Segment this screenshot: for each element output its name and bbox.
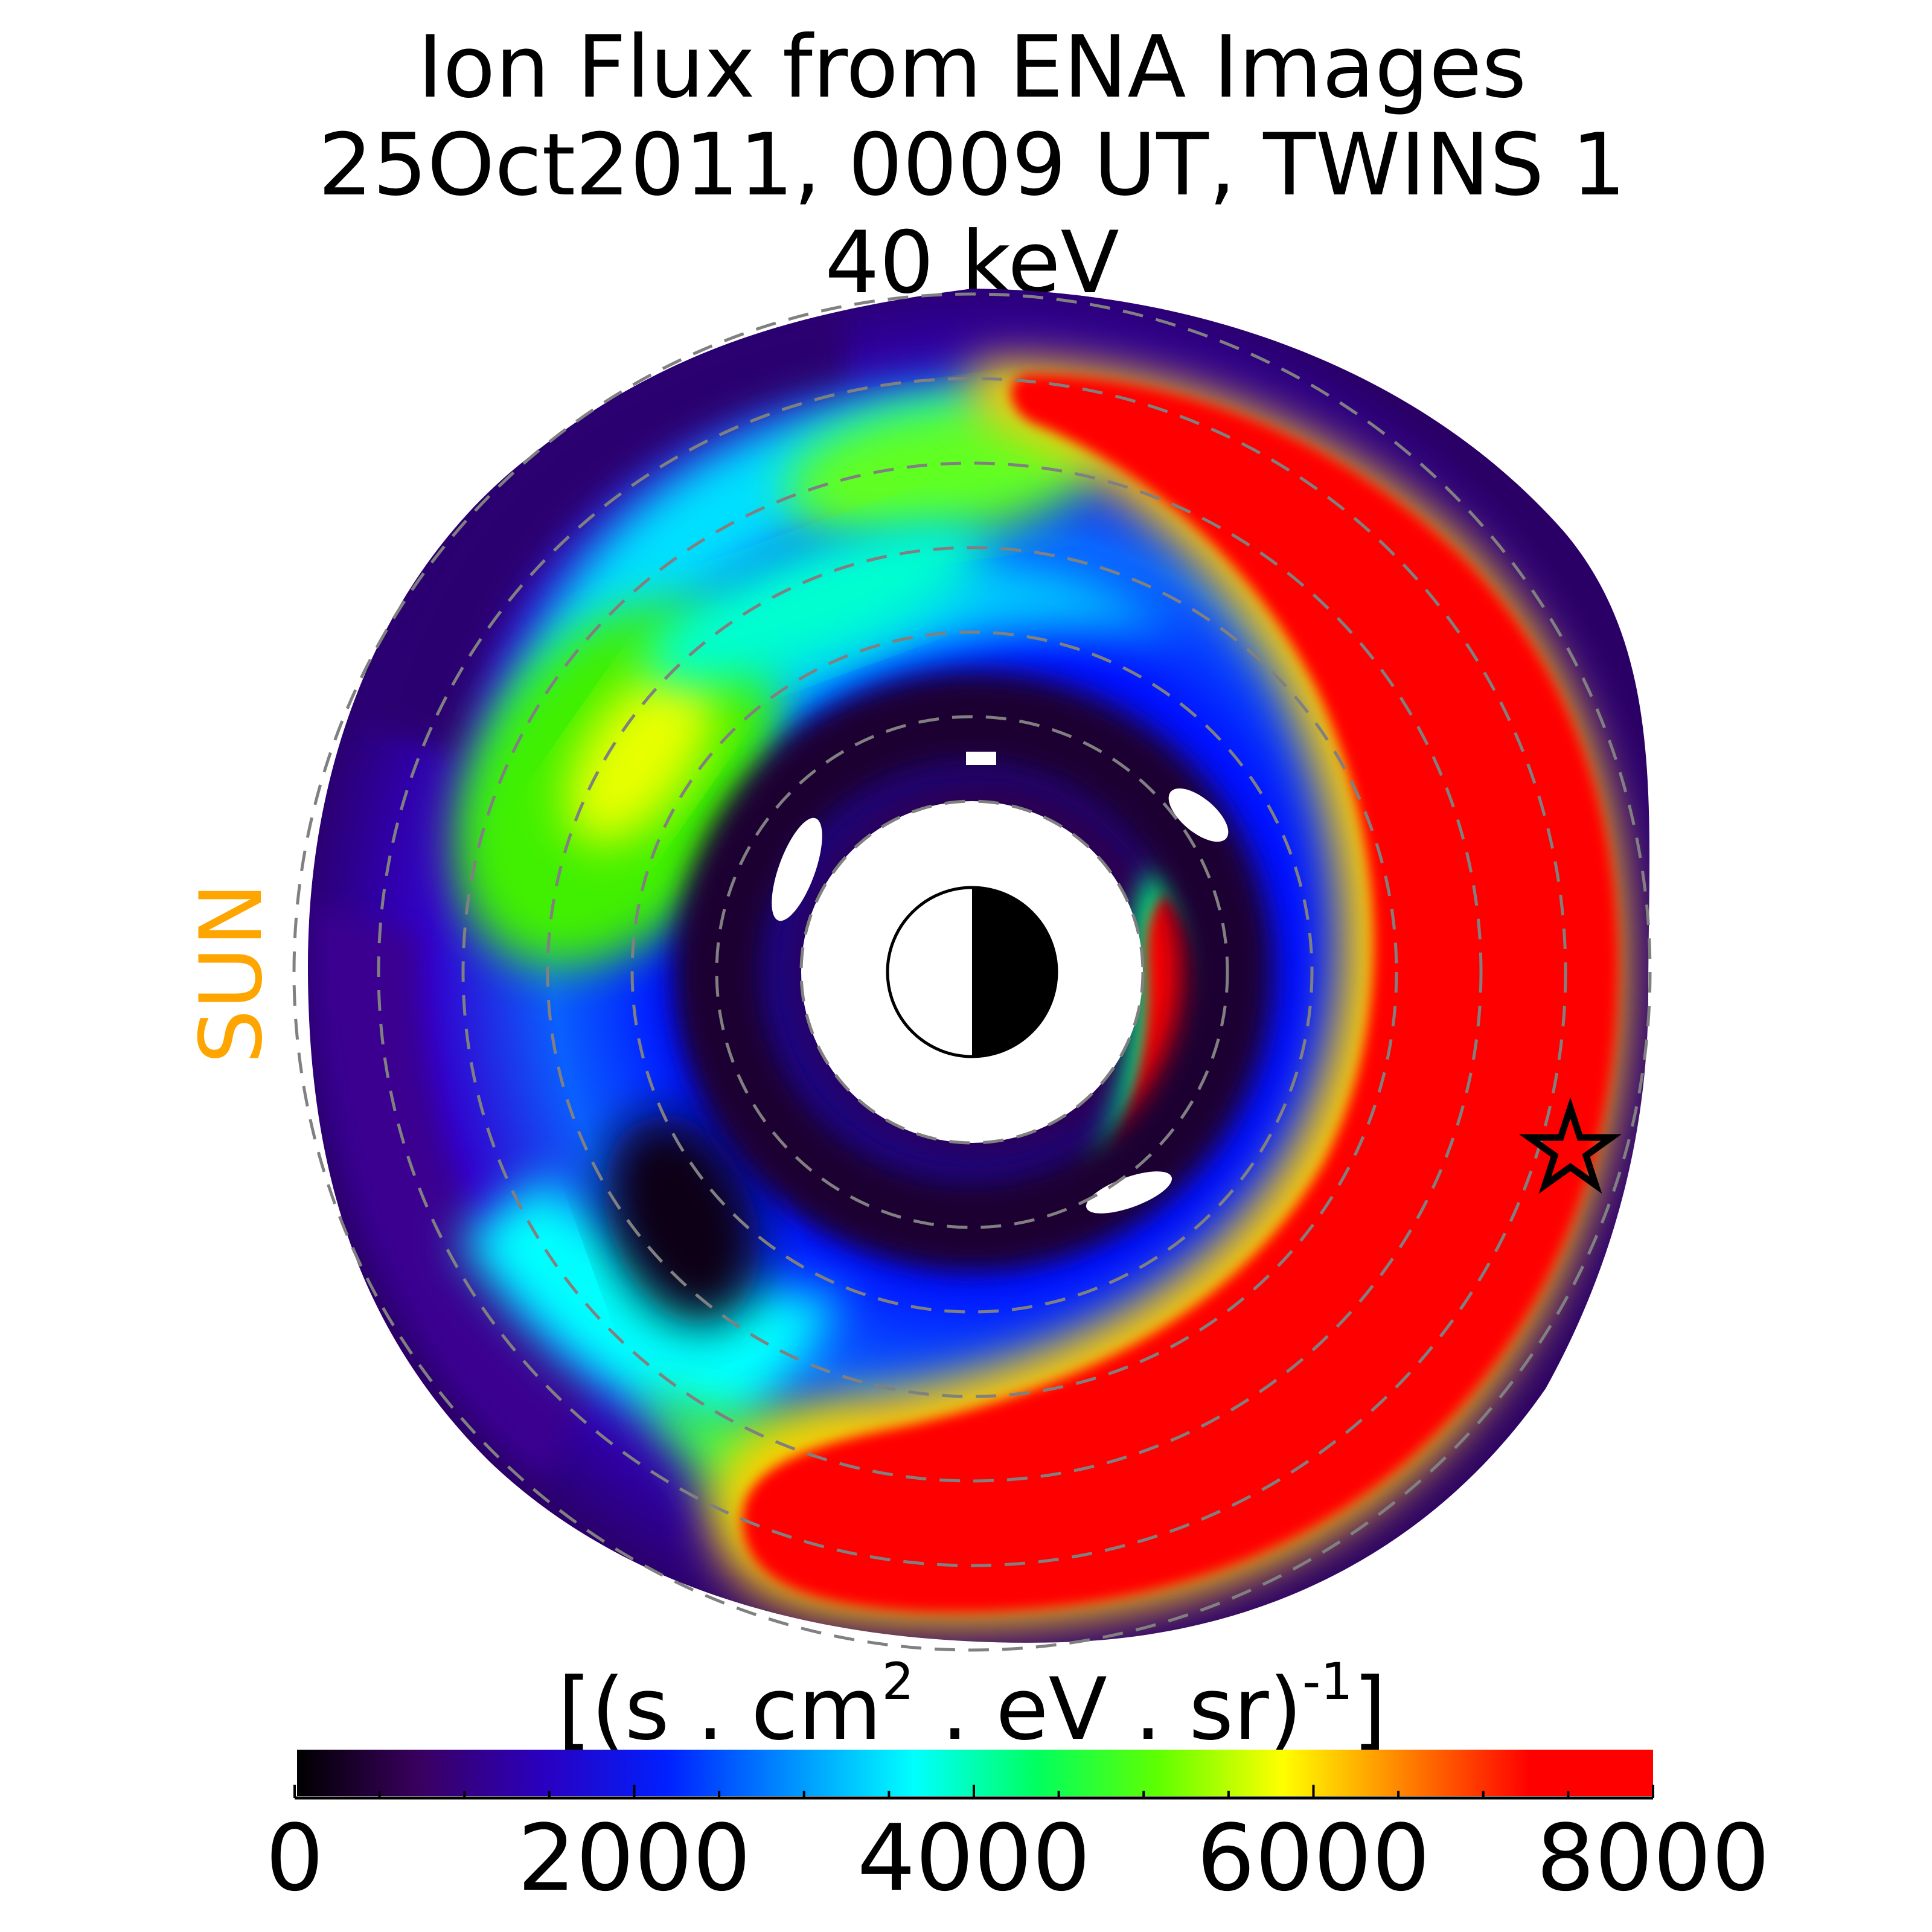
plasmasphere-slot	[673, 673, 1271, 1271]
data-gap-3	[966, 752, 996, 765]
ring-current-saturated	[742, 374, 1619, 1613]
reference-ring	[799, 799, 1145, 1145]
title-line-1: Ion Flux from ENA Images	[418, 18, 1527, 117]
reference-ring	[715, 715, 1229, 1229]
reference-ring	[546, 546, 1398, 1398]
outer-low-flux-band	[362, 302, 845, 755]
reference-ring	[292, 292, 1652, 1652]
colorbar-unit-label: [(s . cm2 . eV . sr)-1]	[558, 1652, 1386, 1759]
chart-title: Ion Flux from ENA Images 25Oct2011, 0009…	[318, 18, 1626, 313]
reference-rings	[292, 292, 1652, 1652]
colorbar-tick-label: 4000	[857, 1805, 1091, 1911]
sun-label: SUN	[182, 883, 281, 1064]
noon-green-arc	[786, 401, 1098, 540]
colorbar-tick-label: 0	[266, 1805, 324, 1911]
lower-cyan-band	[459, 1177, 845, 1437]
satellite-star-icon	[1518, 1097, 1622, 1194]
data-gap-2	[1086, 1171, 1172, 1214]
data-gap-1	[1168, 788, 1229, 842]
prenoon-flux-core	[566, 665, 714, 845]
colorbar-tick-label: 8000	[1537, 1805, 1770, 1911]
reference-ring	[377, 377, 1567, 1567]
data-gap-4	[772, 817, 822, 921]
noon-cyan-arc	[644, 523, 987, 684]
svg-text:[(s . cm2 . eV . sr)-1]: [(s . cm2 . eV . sr)-1]	[558, 1652, 1386, 1759]
earth-icon	[886, 886, 1058, 1058]
title-line-2: 25Oct2011, 0009 UT, TWINS 1	[318, 115, 1626, 215]
colorbar-tick-label: 6000	[1197, 1805, 1430, 1911]
colorbar-ticks: 0 2000 4000 6000 8000	[266, 1785, 1770, 1911]
postnoon-minimum	[604, 1114, 760, 1325]
reference-ring	[461, 461, 1483, 1483]
reference-ring	[630, 630, 1314, 1314]
dawn-low-flux-band	[314, 906, 592, 1479]
colorbar-tick-label: 2000	[517, 1805, 751, 1911]
cyan-belt-outer	[483, 386, 1117, 906]
